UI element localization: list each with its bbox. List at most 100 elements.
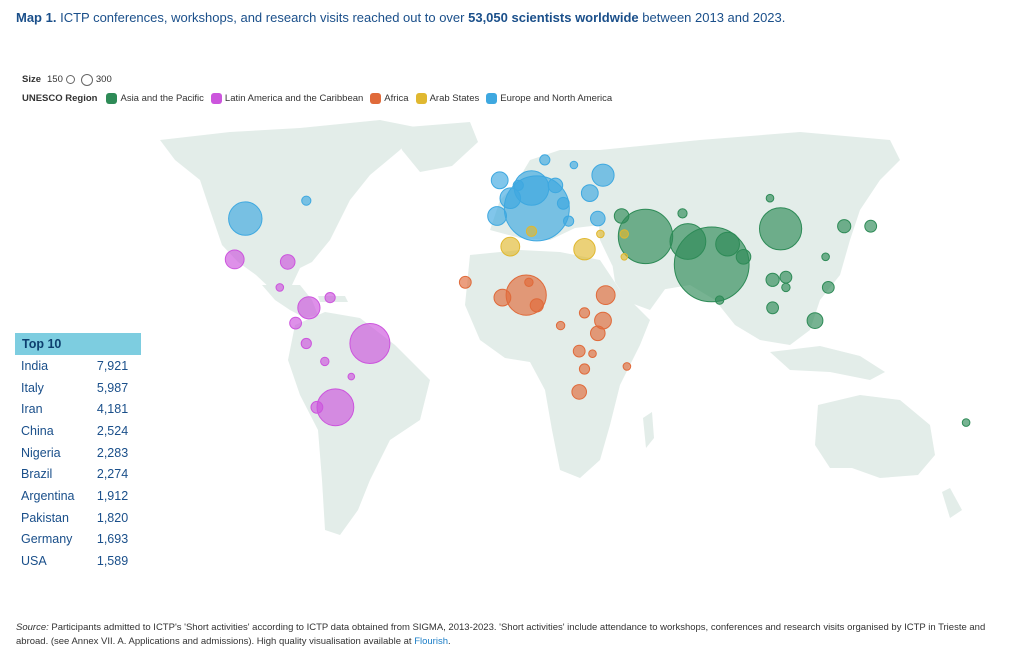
title-highlight: 53,050 scientists worldwide: [468, 10, 639, 25]
country-bubble[interactable]: [349, 323, 391, 364]
country-bubble[interactable]: [588, 349, 597, 359]
country-bubble[interactable]: [578, 363, 591, 375]
country-bubble[interactable]: [529, 298, 544, 313]
country-bubble[interactable]: [781, 282, 791, 293]
top10-value: 1,820: [96, 510, 129, 525]
bubble-layer: [224, 154, 971, 427]
table-row: India 7,921: [15, 355, 141, 377]
top10-country: Iran: [21, 402, 43, 417]
country-bubble[interactable]: [619, 229, 629, 239]
land-madagascar: [643, 412, 654, 448]
country-bubble[interactable]: [613, 208, 630, 224]
country-bubble[interactable]: [735, 248, 752, 265]
region-label-africa: Africa: [384, 93, 409, 104]
top10-heading: Top 10: [15, 333, 141, 355]
top10-value: 4,181: [96, 402, 129, 417]
size-legend-label: Size: [22, 74, 42, 85]
country-bubble[interactable]: [512, 179, 524, 191]
country-bubble[interactable]: [320, 356, 330, 367]
country-bubble[interactable]: [821, 252, 830, 262]
source-text: Participants admitted to ICTP's 'Short a…: [16, 622, 986, 647]
land-southeast-asia-islands: [770, 346, 885, 380]
country-bubble[interactable]: [590, 210, 606, 227]
table-row: Pakistan 1,820: [15, 507, 141, 529]
country-bubble[interactable]: [289, 316, 303, 330]
country-bubble[interactable]: [578, 307, 591, 319]
size-large-label: 300: [95, 74, 112, 85]
country-bubble[interactable]: [487, 206, 508, 226]
country-bubble[interactable]: [556, 196, 570, 210]
country-bubble[interactable]: [765, 272, 780, 287]
country-bubble[interactable]: [547, 177, 564, 194]
land-greenland: [395, 122, 478, 172]
top10-table: India 7,921 Italy 5,987 Iran 4,181 China 2,5…: [15, 355, 141, 572]
table-row: Germany 1,693: [15, 529, 141, 551]
country-bubble[interactable]: [837, 219, 852, 234]
region-swatch-asia-pacific[interactable]: [106, 93, 118, 104]
country-bubble[interactable]: [300, 337, 312, 350]
country-bubble[interactable]: [571, 384, 588, 400]
country-bubble[interactable]: [961, 418, 971, 427]
country-bubble[interactable]: [669, 223, 707, 260]
region-label-arab-states: Arab States: [429, 93, 480, 104]
country-bubble[interactable]: [301, 195, 312, 206]
country-bubble[interactable]: [499, 187, 522, 209]
country-bubble[interactable]: [310, 400, 324, 414]
country-bubble[interactable]: [677, 208, 688, 219]
country-bubble[interactable]: [572, 344, 586, 358]
country-bubble[interactable]: [563, 215, 575, 227]
country-bubble[interactable]: [864, 219, 878, 233]
country-bubble[interactable]: [490, 171, 509, 190]
country-bubble[interactable]: [458, 275, 472, 289]
country-bubble[interactable]: [806, 312, 824, 330]
source-end: .: [447, 636, 451, 647]
country-bubble[interactable]: [766, 301, 779, 315]
country-bubble[interactable]: [297, 296, 321, 320]
top10-country: Argentina: [21, 488, 75, 503]
country-bubble[interactable]: [596, 229, 605, 239]
country-bubble[interactable]: [580, 184, 599, 203]
region-swatch-latin-america[interactable]: [210, 93, 222, 104]
country-bubble[interactable]: [524, 277, 534, 287]
top10-country: Italy: [21, 380, 44, 395]
flourish-link[interactable]: Flourish: [414, 636, 448, 647]
country-bubble[interactable]: [224, 249, 245, 270]
country-bubble[interactable]: [525, 225, 538, 237]
country-bubble[interactable]: [622, 362, 632, 371]
top10-value: 1,589: [96, 554, 129, 569]
size-small-label: 150: [47, 74, 63, 85]
country-bubble[interactable]: [228, 201, 263, 236]
top10-country: China: [21, 423, 54, 438]
country-bubble[interactable]: [759, 207, 803, 251]
top10-country: Germany: [21, 532, 73, 547]
country-bubble[interactable]: [493, 288, 512, 307]
country-bubble[interactable]: [620, 252, 629, 261]
table-row: China 2,524: [15, 420, 141, 442]
country-bubble[interactable]: [324, 292, 336, 304]
country-bubble[interactable]: [595, 285, 616, 306]
country-bubble[interactable]: [714, 295, 725, 305]
source-label: Source:: [16, 622, 49, 633]
region-swatch-europe-north-america[interactable]: [486, 93, 498, 104]
region-swatch-arab-states[interactable]: [415, 93, 427, 104]
country-bubble[interactable]: [573, 238, 596, 261]
country-bubble[interactable]: [500, 236, 521, 257]
country-bubble[interactable]: [539, 154, 551, 166]
top10-value: 2,524: [96, 423, 129, 438]
country-bubble[interactable]: [591, 163, 615, 187]
country-bubble[interactable]: [590, 325, 606, 342]
title-text-b: between 2013 and 2023.: [638, 10, 786, 25]
table-row: Nigeria 2,283: [15, 442, 141, 464]
country-bubble[interactable]: [821, 281, 835, 294]
country-bubble[interactable]: [715, 231, 740, 257]
country-bubble[interactable]: [279, 254, 296, 270]
table-row: USA 1,589: [15, 550, 141, 572]
country-bubble[interactable]: [347, 372, 356, 381]
country-bubble[interactable]: [275, 283, 285, 292]
country-bubble[interactable]: [555, 320, 566, 331]
country-bubble[interactable]: [569, 160, 579, 170]
country-bubble[interactable]: [779, 270, 793, 284]
region-swatch-africa[interactable]: [370, 93, 382, 104]
country-bubble[interactable]: [765, 193, 775, 203]
